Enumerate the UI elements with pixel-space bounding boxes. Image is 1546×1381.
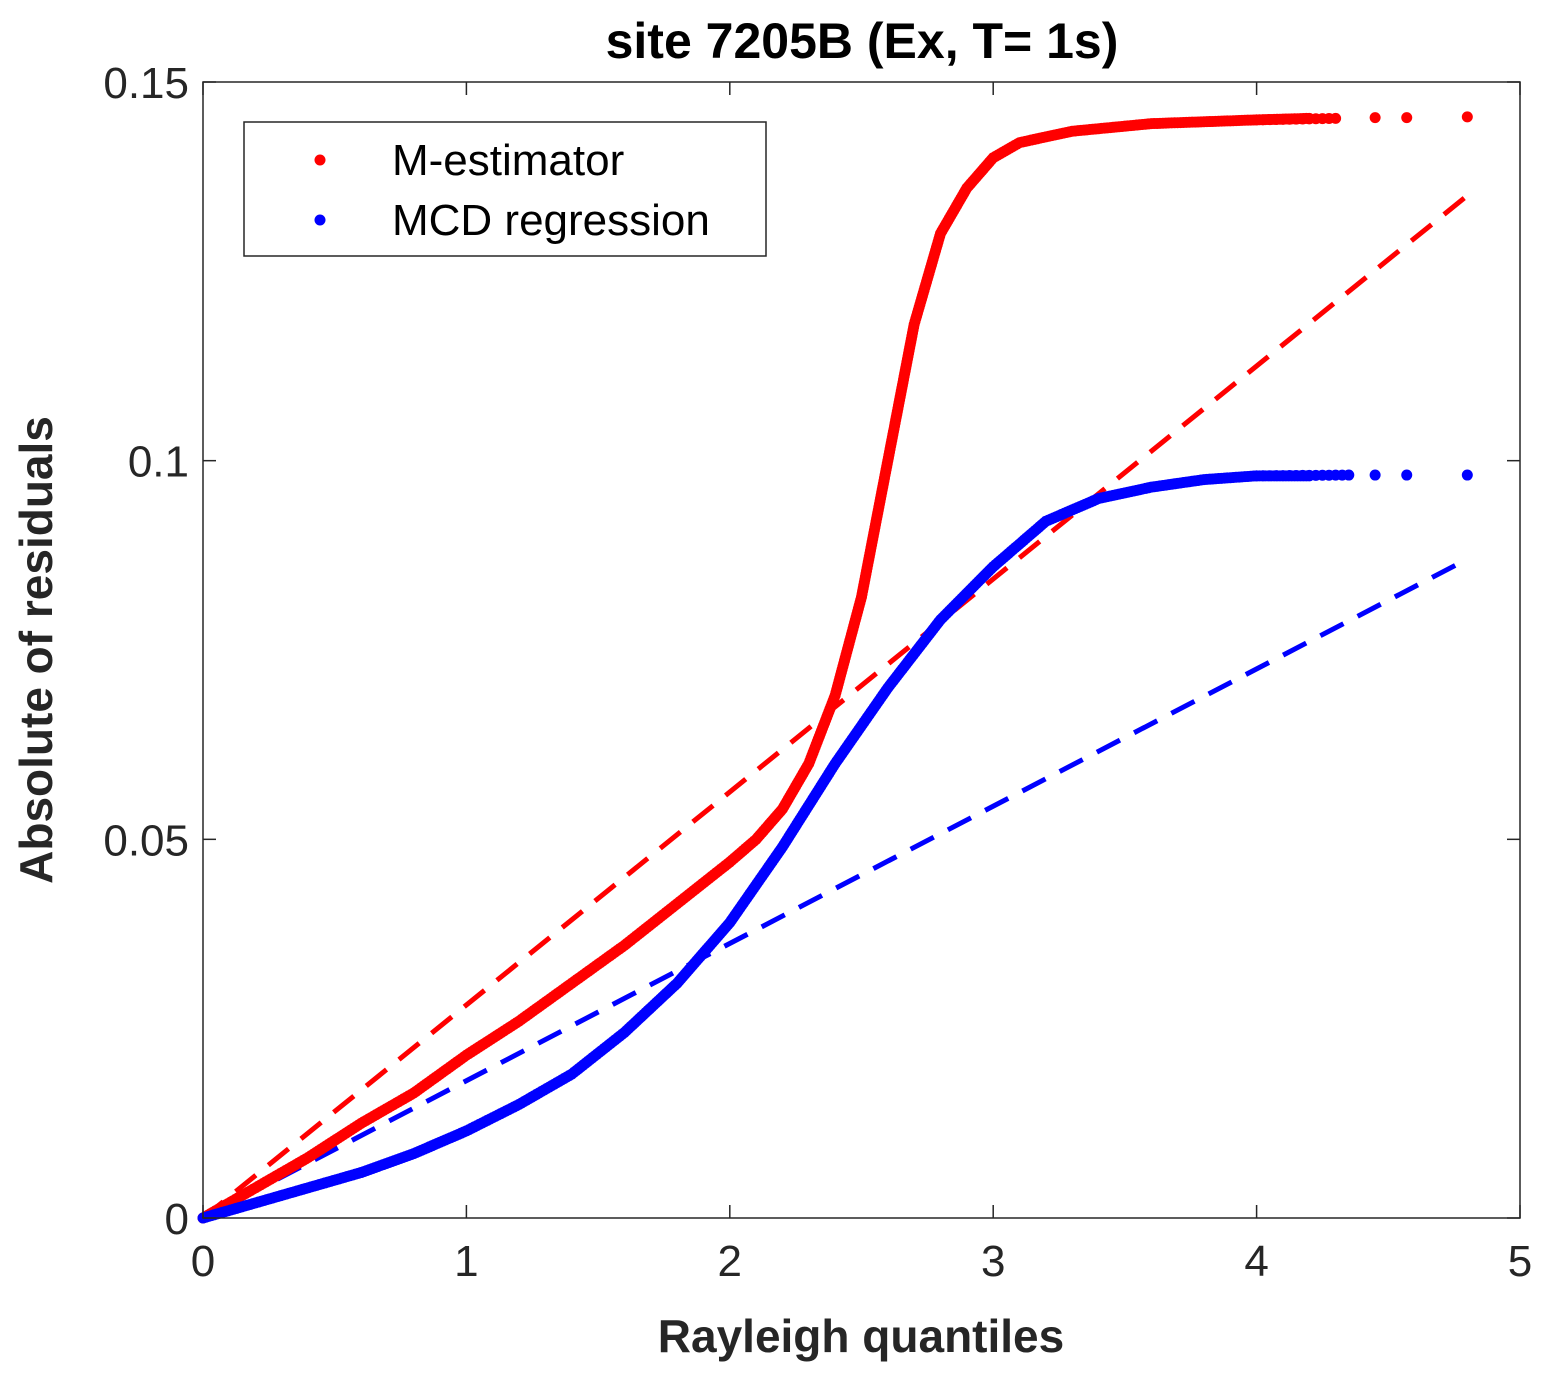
x-tick-label: 1 bbox=[454, 1237, 478, 1286]
x-axis-label: Rayleigh quantiles bbox=[658, 1310, 1064, 1362]
chart-title: site 7205B (Ex, T= 1s) bbox=[606, 13, 1119, 69]
series-mcd-regression bbox=[197, 469, 1473, 1224]
data-point bbox=[1461, 469, 1473, 481]
legend-label-m-estimator: M-estimator bbox=[392, 136, 624, 185]
data-point bbox=[1401, 469, 1413, 481]
series-m-estimator bbox=[197, 111, 1473, 1224]
plot-frame bbox=[202, 81, 1521, 1219]
data-point bbox=[1461, 111, 1473, 123]
x-tick-label: 0 bbox=[191, 1237, 215, 1286]
x-tick-label: 3 bbox=[981, 1237, 1005, 1286]
data-point bbox=[1369, 469, 1381, 481]
y-tick-label: 0.15 bbox=[103, 59, 189, 108]
y-tick-labels: 0 0.05 0.1 0.15 bbox=[103, 59, 189, 1244]
series-dot bbox=[1336, 469, 1348, 481]
legend: M-estimator MCD regression bbox=[243, 121, 767, 257]
reference-line-mcd-regression bbox=[201, 556, 1469, 1221]
data-point bbox=[1401, 112, 1413, 124]
series-dot bbox=[1323, 112, 1335, 124]
x-tick-label: 4 bbox=[1244, 1237, 1268, 1286]
series-layer bbox=[197, 111, 1473, 1224]
y-tick-label: 0.1 bbox=[128, 438, 189, 487]
y-axis-label: Absolute of residuals bbox=[10, 416, 62, 884]
x-tick-label: 2 bbox=[718, 1237, 742, 1286]
data-point bbox=[1369, 112, 1381, 124]
ticks-layer bbox=[202, 81, 1521, 1219]
legend-marker-mcd-regression bbox=[314, 214, 326, 226]
legend-label-mcd-regression: MCD regression bbox=[392, 196, 710, 245]
legend-marker-m-estimator bbox=[314, 154, 326, 166]
x-tick-label: 5 bbox=[1508, 1237, 1532, 1286]
legend-box bbox=[243, 121, 767, 257]
y-tick-label: 0 bbox=[165, 1195, 189, 1244]
y-tick-label: 0.05 bbox=[103, 816, 189, 865]
x-tick-labels: 0 1 2 3 4 5 bbox=[191, 1237, 1532, 1286]
plot-area bbox=[203, 82, 1520, 1218]
